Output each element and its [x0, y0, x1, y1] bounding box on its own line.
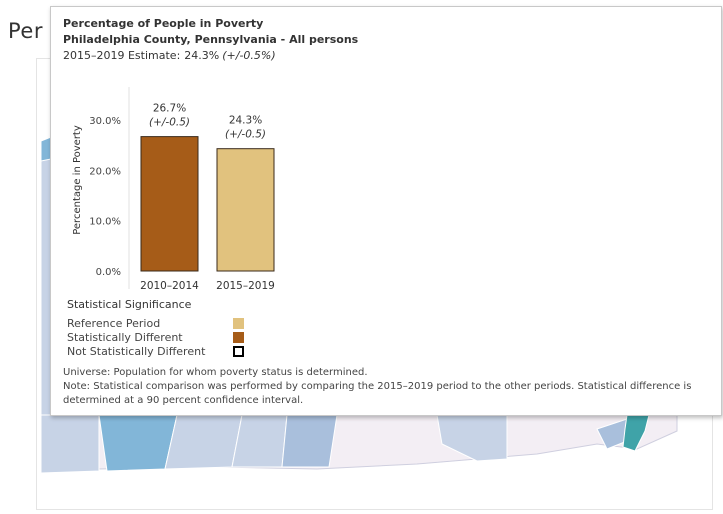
- comparison-note-line2: determined at a 90 percent confidence in…: [63, 395, 304, 406]
- legend-title: Statistical Significance: [67, 298, 192, 311]
- x-category-label: 2010–2014: [140, 280, 199, 292]
- y-tick-label: 30.0%: [89, 116, 121, 127]
- tooltip-title: Percentage of People in Poverty: [63, 17, 264, 30]
- bar-value-label: 24.3%: [229, 115, 262, 127]
- bar-value-label: 26.7%: [153, 103, 186, 115]
- legend-item-label: Statistically Different: [67, 331, 183, 344]
- map-county-b[interactable]: [231, 414, 288, 468]
- bar-2015–2019[interactable]: [216, 148, 275, 272]
- y-tick-label: 20.0%: [89, 166, 121, 177]
- legend-item-label: Not Statistically Different: [67, 345, 206, 358]
- bar-2010–2014[interactable]: [140, 136, 199, 272]
- tooltip-estimate: 2015–2019 Estimate: 24.3% (+/-0.5%): [63, 49, 276, 62]
- estimate-value: 24.3%: [184, 49, 220, 62]
- map-county-blue[interactable]: [98, 414, 178, 472]
- bar-moe-label: (+/-0.5): [225, 129, 266, 141]
- map-county-sw[interactable]: [40, 414, 100, 474]
- y-tick-label: 10.0%: [89, 217, 121, 228]
- tooltip-subtitle: Philadelphia County, Pennsylvania - All …: [63, 33, 359, 46]
- bar-moe-label: (+/-0.5): [149, 117, 190, 129]
- estimate-moe: (+/-0.5%): [222, 49, 276, 62]
- x-category-label: 2015–2019: [216, 280, 275, 292]
- y-axis-label: Percentage in Poverty: [72, 125, 83, 235]
- estimate-label: 2015–2019 Estimate:: [63, 49, 181, 62]
- legend-swatch: [233, 332, 244, 343]
- y-tick-label: 0.0%: [96, 267, 121, 278]
- legend-swatch: [233, 346, 244, 357]
- poverty-bar-chart: Percentage in Poverty 0.0% 10.0% 20.0% 30.0%…: [72, 87, 275, 292]
- map-county-mid[interactable]: [164, 414, 243, 470]
- legend-item-label: Reference Period: [67, 317, 161, 330]
- page-title: Per: [8, 19, 43, 43]
- universe-note: Universe: Population for whom poverty st…: [63, 367, 368, 378]
- map-county-c[interactable]: [281, 414, 338, 468]
- legend-swatch: [233, 318, 244, 329]
- comparison-note-line1: Note: Statistical comparison was perform…: [63, 381, 692, 392]
- county-map[interactable]: [37, 59, 712, 509]
- tooltip: Percentage of People in Poverty Philadel…: [50, 6, 722, 416]
